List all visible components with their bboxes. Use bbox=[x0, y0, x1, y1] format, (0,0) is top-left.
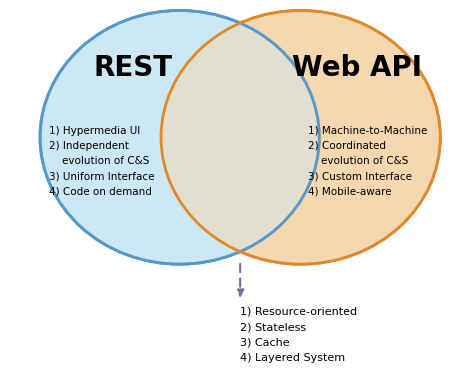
Ellipse shape bbox=[161, 11, 440, 264]
Text: REST: REST bbox=[94, 54, 173, 82]
Text: Web API: Web API bbox=[292, 54, 422, 82]
Text: 1) Machine-to-Machine
2) Coordinated
    evolution of C&S
3) Custom Interface
4): 1) Machine-to-Machine 2) Coordinated evo… bbox=[308, 126, 427, 197]
Ellipse shape bbox=[40, 11, 319, 264]
Ellipse shape bbox=[161, 11, 440, 264]
Text: 1) Hypermedia UI
2) Independent
    evolution of C&S
3) Uniform Interface
4) Cod: 1) Hypermedia UI 2) Independent evolutio… bbox=[49, 126, 155, 197]
Text: 1) Resource-oriented
2) Stateless
3) Cache
4) Layered System: 1) Resource-oriented 2) Stateless 3) Cac… bbox=[240, 307, 357, 363]
